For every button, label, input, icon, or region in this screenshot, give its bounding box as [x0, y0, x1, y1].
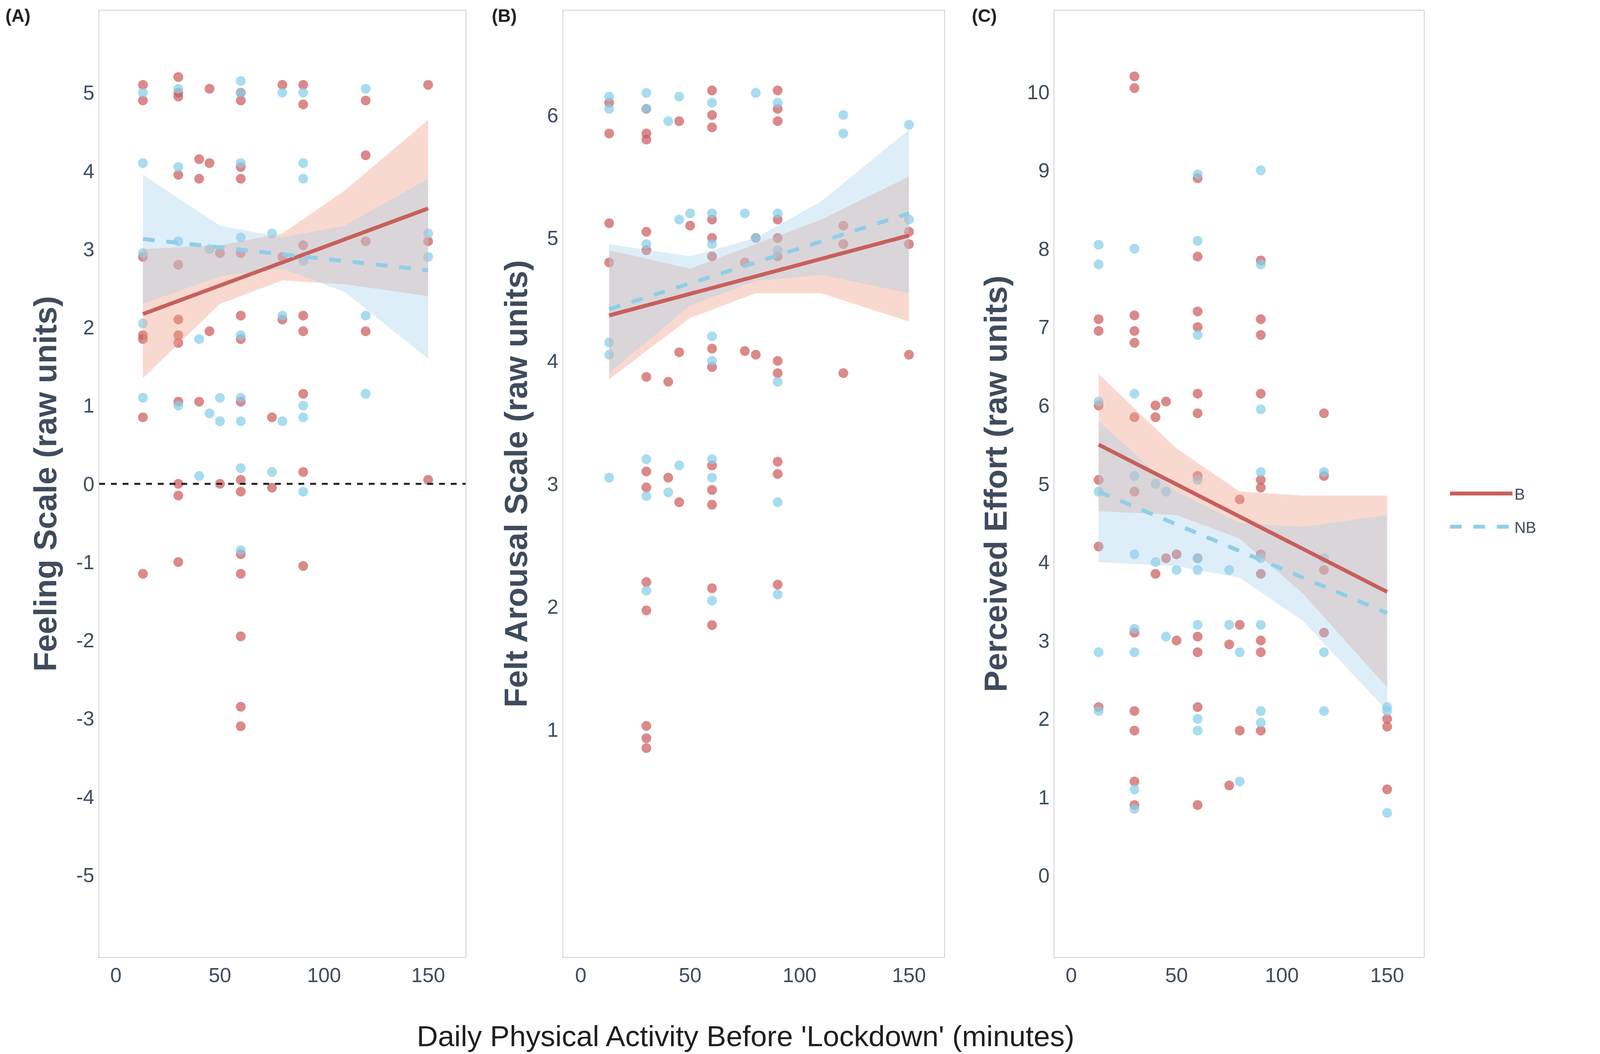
svg-text:2: 2 — [546, 595, 559, 618]
svg-text:3: 3 — [546, 472, 559, 496]
svg-text:5: 5 — [83, 81, 95, 104]
svg-text:5: 5 — [546, 226, 559, 250]
svg-text:8: 8 — [1038, 237, 1050, 261]
svg-text:B: B — [1514, 485, 1525, 503]
svg-text:-5: -5 — [76, 863, 95, 887]
svg-text:0: 0 — [110, 963, 122, 987]
svg-text:6: 6 — [1038, 394, 1050, 417]
svg-text:7: 7 — [1038, 315, 1050, 339]
svg-text:3: 3 — [1038, 629, 1050, 652]
svg-text:Perceived Effort (raw units): Perceived Effort (raw units) — [977, 275, 1014, 692]
svg-text:6: 6 — [546, 103, 559, 127]
svg-text:150: 150 — [892, 963, 927, 987]
svg-text:50: 50 — [678, 963, 702, 987]
svg-text:5: 5 — [1038, 472, 1050, 496]
svg-text:0: 0 — [83, 472, 95, 496]
svg-text:150: 150 — [411, 963, 446, 987]
svg-text:1: 1 — [546, 718, 559, 742]
svg-text:10: 10 — [1026, 80, 1050, 104]
svg-text:(A): (A) — [5, 5, 31, 26]
svg-text:Feeling Scale (raw units): Feeling Scale (raw units) — [27, 296, 63, 672]
svg-text:0: 0 — [575, 963, 587, 987]
svg-text:100: 100 — [307, 963, 342, 987]
svg-text:0: 0 — [1038, 864, 1050, 887]
svg-text:1: 1 — [1038, 785, 1050, 809]
svg-text:100: 100 — [782, 963, 817, 987]
svg-text:-2: -2 — [76, 628, 95, 652]
svg-text:2: 2 — [83, 316, 95, 339]
svg-text:NB: NB — [1514, 518, 1537, 536]
svg-text:50: 50 — [1165, 963, 1188, 987]
svg-text:100: 100 — [1264, 963, 1299, 987]
svg-text:4: 4 — [1038, 550, 1050, 574]
svg-text:50: 50 — [208, 963, 232, 987]
svg-text:3: 3 — [83, 237, 95, 261]
svg-text:Felt Arousal Scale (raw units): Felt Arousal Scale (raw units) — [498, 260, 534, 708]
svg-text:1: 1 — [83, 394, 95, 417]
svg-text:Daily Physical Activity Before: Daily Physical Activity Before 'Lockdown… — [416, 1019, 1075, 1053]
svg-text:150: 150 — [1370, 963, 1405, 987]
svg-text:2: 2 — [1038, 707, 1050, 731]
svg-text:-3: -3 — [76, 707, 95, 730]
svg-text:(C): (C) — [971, 5, 997, 26]
svg-text:9: 9 — [1038, 158, 1050, 182]
svg-text:-4: -4 — [76, 785, 95, 809]
svg-text:4: 4 — [546, 349, 559, 373]
svg-text:(B): (B) — [491, 5, 517, 26]
svg-text:4: 4 — [83, 159, 95, 183]
svg-text:0: 0 — [1065, 963, 1077, 987]
svg-text:-1: -1 — [76, 550, 95, 574]
